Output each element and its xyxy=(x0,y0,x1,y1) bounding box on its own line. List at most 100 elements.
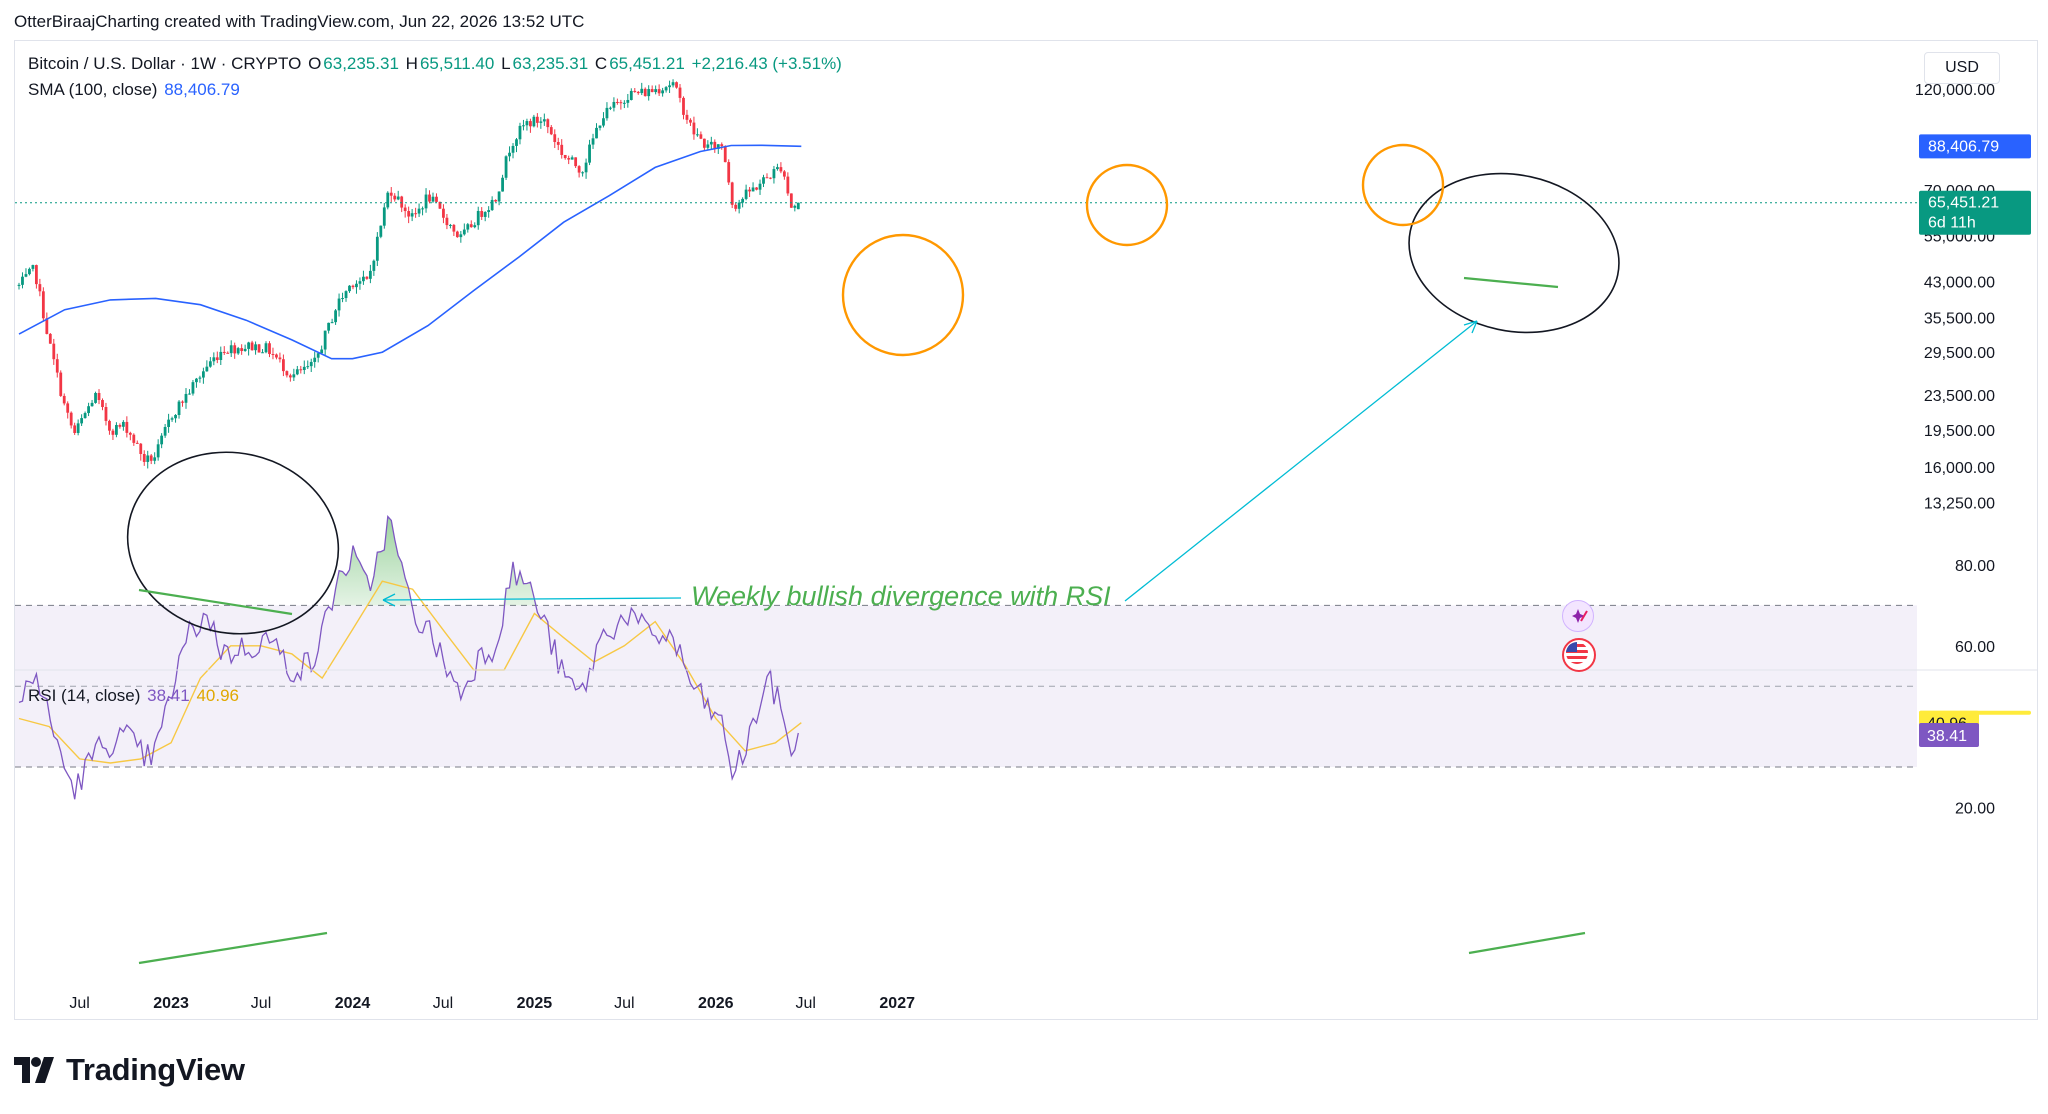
candle xyxy=(765,173,769,179)
candle xyxy=(257,343,261,353)
candle xyxy=(327,322,331,334)
candle xyxy=(233,342,237,359)
currency-button[interactable]: USD xyxy=(1924,52,2000,84)
candle-body xyxy=(362,276,365,282)
rsi-legend: RSI (14, close) 38.41 40.96 xyxy=(28,686,241,706)
candle-body xyxy=(591,138,595,145)
candle-body xyxy=(195,378,198,383)
candle xyxy=(487,206,491,218)
candle xyxy=(716,144,720,154)
tradingview-logo[interactable]: TradingView xyxy=(14,1050,245,1090)
candle-body xyxy=(487,210,491,213)
candle xyxy=(198,375,202,383)
open-value: 63,235.31 xyxy=(323,54,399,73)
candle-body xyxy=(755,187,758,190)
candle xyxy=(362,270,365,285)
candle xyxy=(678,84,682,103)
candle-body xyxy=(692,122,696,135)
candle-body xyxy=(403,207,407,212)
candle-body xyxy=(595,127,598,139)
candle xyxy=(567,155,571,165)
candle xyxy=(504,155,508,180)
chart-canvas[interactable]: 120,000.0070,000.0055,000.0043,000.0035,… xyxy=(15,41,2037,1019)
candle-body xyxy=(132,434,136,443)
candle-body xyxy=(529,121,532,127)
candle-body xyxy=(605,107,609,119)
candle xyxy=(316,352,320,363)
candle xyxy=(709,136,713,150)
candle xyxy=(215,351,219,364)
candle xyxy=(132,433,136,446)
price-tick-label: 120,000.00 xyxy=(1915,82,1995,99)
candle-body xyxy=(647,89,651,97)
candle xyxy=(247,341,251,356)
last-price-badge-text: 65,451.21 xyxy=(1928,195,1999,212)
candle-body xyxy=(598,125,602,128)
candle xyxy=(288,373,292,382)
time-tick-label: Jul xyxy=(251,995,271,1012)
candle xyxy=(501,174,504,192)
candle-body xyxy=(741,198,745,203)
candle-body xyxy=(229,345,233,354)
candle xyxy=(382,202,386,229)
candle xyxy=(522,119,525,131)
ai-sparkle-icon[interactable] xyxy=(1562,600,1594,632)
candle-body xyxy=(629,90,633,100)
rsi-pane[interactable] xyxy=(15,514,1917,800)
candle xyxy=(518,122,522,145)
candle xyxy=(174,414,177,423)
candle xyxy=(358,277,362,290)
candle-body xyxy=(563,154,567,159)
candle-body xyxy=(407,211,411,217)
candle-body xyxy=(24,274,28,277)
candle-body xyxy=(121,421,125,427)
candle xyxy=(250,340,254,351)
candle-body xyxy=(111,430,115,435)
candle xyxy=(24,268,28,278)
open-label: O xyxy=(308,54,322,73)
candle-body xyxy=(702,138,706,148)
candle-body xyxy=(101,400,104,408)
candle-body xyxy=(539,121,543,123)
price-divergence-line-2026 xyxy=(1463,276,1559,289)
candle xyxy=(62,393,66,406)
candle xyxy=(466,222,470,233)
price-pane[interactable] xyxy=(15,79,1917,469)
candle xyxy=(542,113,546,126)
candle-body xyxy=(55,359,59,373)
candle-body xyxy=(282,359,285,372)
candle xyxy=(45,312,49,335)
candle-body xyxy=(696,134,699,136)
candle xyxy=(275,353,278,360)
candle-body xyxy=(128,432,132,435)
candle xyxy=(121,420,125,431)
candle-body xyxy=(570,157,574,160)
candle xyxy=(111,428,115,440)
candle-body xyxy=(257,344,261,353)
candle-body xyxy=(650,89,654,93)
candle xyxy=(525,118,529,131)
us-flag-event-icon[interactable] xyxy=(1562,638,1596,672)
candle-body xyxy=(330,322,334,324)
candle xyxy=(682,96,685,120)
candle xyxy=(407,206,411,224)
candle-body xyxy=(772,169,776,179)
time-tick-label: 2023 xyxy=(153,995,189,1012)
candle xyxy=(396,190,400,201)
chart-attribution: OtterBiraajCharting created with Trading… xyxy=(14,12,585,31)
candle-body xyxy=(581,172,584,174)
candle-body xyxy=(737,202,741,209)
candle xyxy=(31,264,35,272)
candle xyxy=(442,204,445,224)
candle xyxy=(313,351,317,368)
candle-body xyxy=(448,224,452,226)
price-tick-label: 23,500.00 xyxy=(1924,388,1995,405)
candle-body xyxy=(285,371,289,376)
rsi-badge-text: 38.41 xyxy=(1927,728,1967,745)
candle-body xyxy=(480,210,484,217)
price-tick-label: 43,000.00 xyxy=(1924,275,1995,292)
candle-body xyxy=(160,435,164,445)
candle-body xyxy=(466,224,470,230)
candle xyxy=(615,98,619,105)
last-price-badge-text: 6d 11h xyxy=(1928,215,1976,232)
